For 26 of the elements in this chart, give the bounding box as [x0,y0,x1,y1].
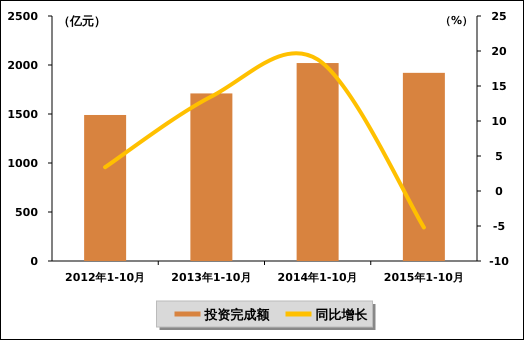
y-tick-label: 2500 [7,10,38,23]
x-tick-label: 2013年1-10月 [171,271,252,284]
bar [402,72,445,261]
y2-axis-title: （%） [440,14,473,27]
y2-tick-label: 15 [491,80,507,93]
y-axis-title: （亿元） [58,14,106,28]
y2-tick-label: 5 [495,150,503,163]
y-tick-label: 0 [30,255,38,268]
y2-tick-label: 20 [491,45,507,58]
bar [190,93,232,261]
bar [296,63,339,261]
y2-tick-label: 0 [495,185,504,198]
x-tick-label: 2014年1-10月 [278,271,358,284]
legend-label: 同比增长 [316,308,368,323]
y2-tick-label: -10 [489,255,510,268]
y-tick-label: 500 [15,206,38,219]
y-tick-label: 2000 [7,59,38,72]
legend-label: 投资完成额 [204,307,270,323]
y2-tick-label: -5 [492,220,506,233]
x-tick-label: 2012年1-10月 [65,271,146,284]
y2-tick-label: 25 [491,10,507,23]
x-tick-label: 2015年1-10月 [384,271,464,284]
bar [84,114,126,261]
y-tick-label: 1500 [7,108,38,121]
y-tick-label: 1000 [7,157,38,170]
y2-tick-label: 10 [491,115,507,128]
